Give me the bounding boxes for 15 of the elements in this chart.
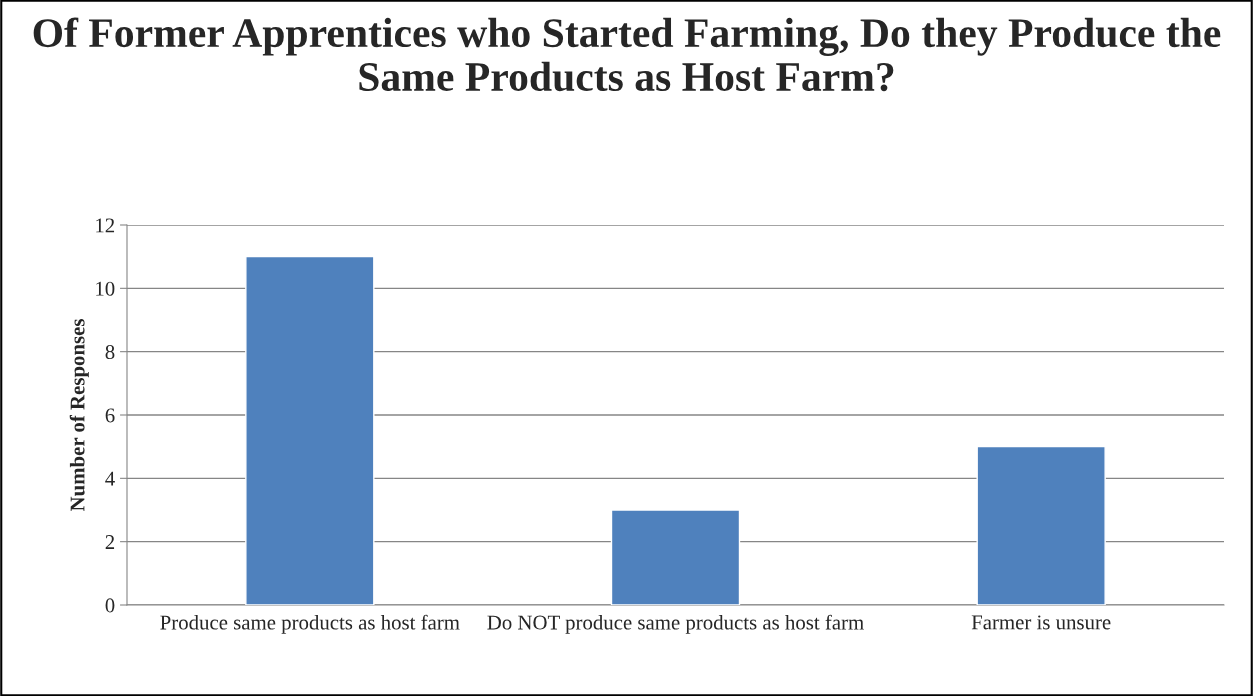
bar (976, 445, 1106, 605)
y-tick-label: 10 (96, 281, 115, 296)
chart-title: Of Former Apprentices who Started Farming, Do they Produce the Same Products as Host Farm? (33, 17, 1221, 92)
x-tick-label: Do NOT produce same products as host farm (487, 614, 864, 634)
y-axis-title: Number of Responses (69, 319, 89, 512)
y-tick-label: 12 (96, 218, 115, 233)
y-tick-label: 8 (105, 345, 115, 360)
x-tick-label: Produce same products as host farm (160, 614, 460, 634)
y-tick-label: 6 (105, 408, 115, 423)
y-tick-label: 2 (105, 535, 115, 549)
y-tick-label: 4 (105, 471, 115, 486)
y-tick-label: 0 (105, 598, 115, 613)
bar (610, 509, 741, 605)
bar (245, 255, 375, 605)
x-tick-label: Farmer is unsure (971, 615, 1111, 630)
